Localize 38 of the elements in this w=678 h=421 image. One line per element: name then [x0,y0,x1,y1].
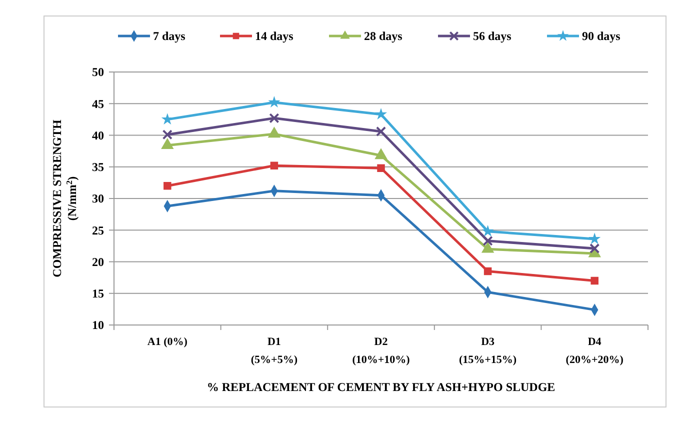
legend-label: 56 days [473,29,512,44]
y-tick-label: 20 [92,254,104,269]
y-tick-label: 25 [92,223,104,238]
legend-label: 14 days [255,29,294,44]
point [164,182,172,190]
point [268,126,281,138]
y-tick-label: 10 [92,318,104,332]
y-tick-label: 15 [92,286,104,301]
legend-label: 28 days [364,29,403,44]
x-tick-label: A1 (0%) [147,336,188,348]
point [482,225,494,237]
point [588,232,601,244]
point [268,96,280,108]
y-tick-label: 40 [92,128,104,142]
point [161,138,174,150]
point [374,108,388,120]
y-tick-label: 35 [92,160,104,174]
y-tick-label: 45 [92,96,104,111]
legend-label: 90 days [582,29,621,44]
point [590,276,598,285]
point [270,162,278,170]
point [590,243,600,254]
x-tick-label: D3 (15%+15%) [458,336,517,366]
x-axis-title: % REPLACEMENT OF CEMENT BY FLY ASH+HYPO SLUDGE [206,380,556,394]
legend-label: 7 days [153,29,186,44]
point [162,130,172,140]
point [482,236,493,246]
y-tick-label: 30 [92,192,104,206]
x-tick-label: D2 (10%+10%) [352,336,410,366]
x-tick-label: D1 (5%+5%) [250,336,298,366]
point [376,126,386,137]
point [269,113,280,124]
y-tick-label: 50 [92,65,104,80]
point [374,148,388,160]
point [161,113,174,125]
point [484,267,492,276]
x-tick-label: D4 (20%+20%) [566,336,624,366]
point [377,164,385,172]
